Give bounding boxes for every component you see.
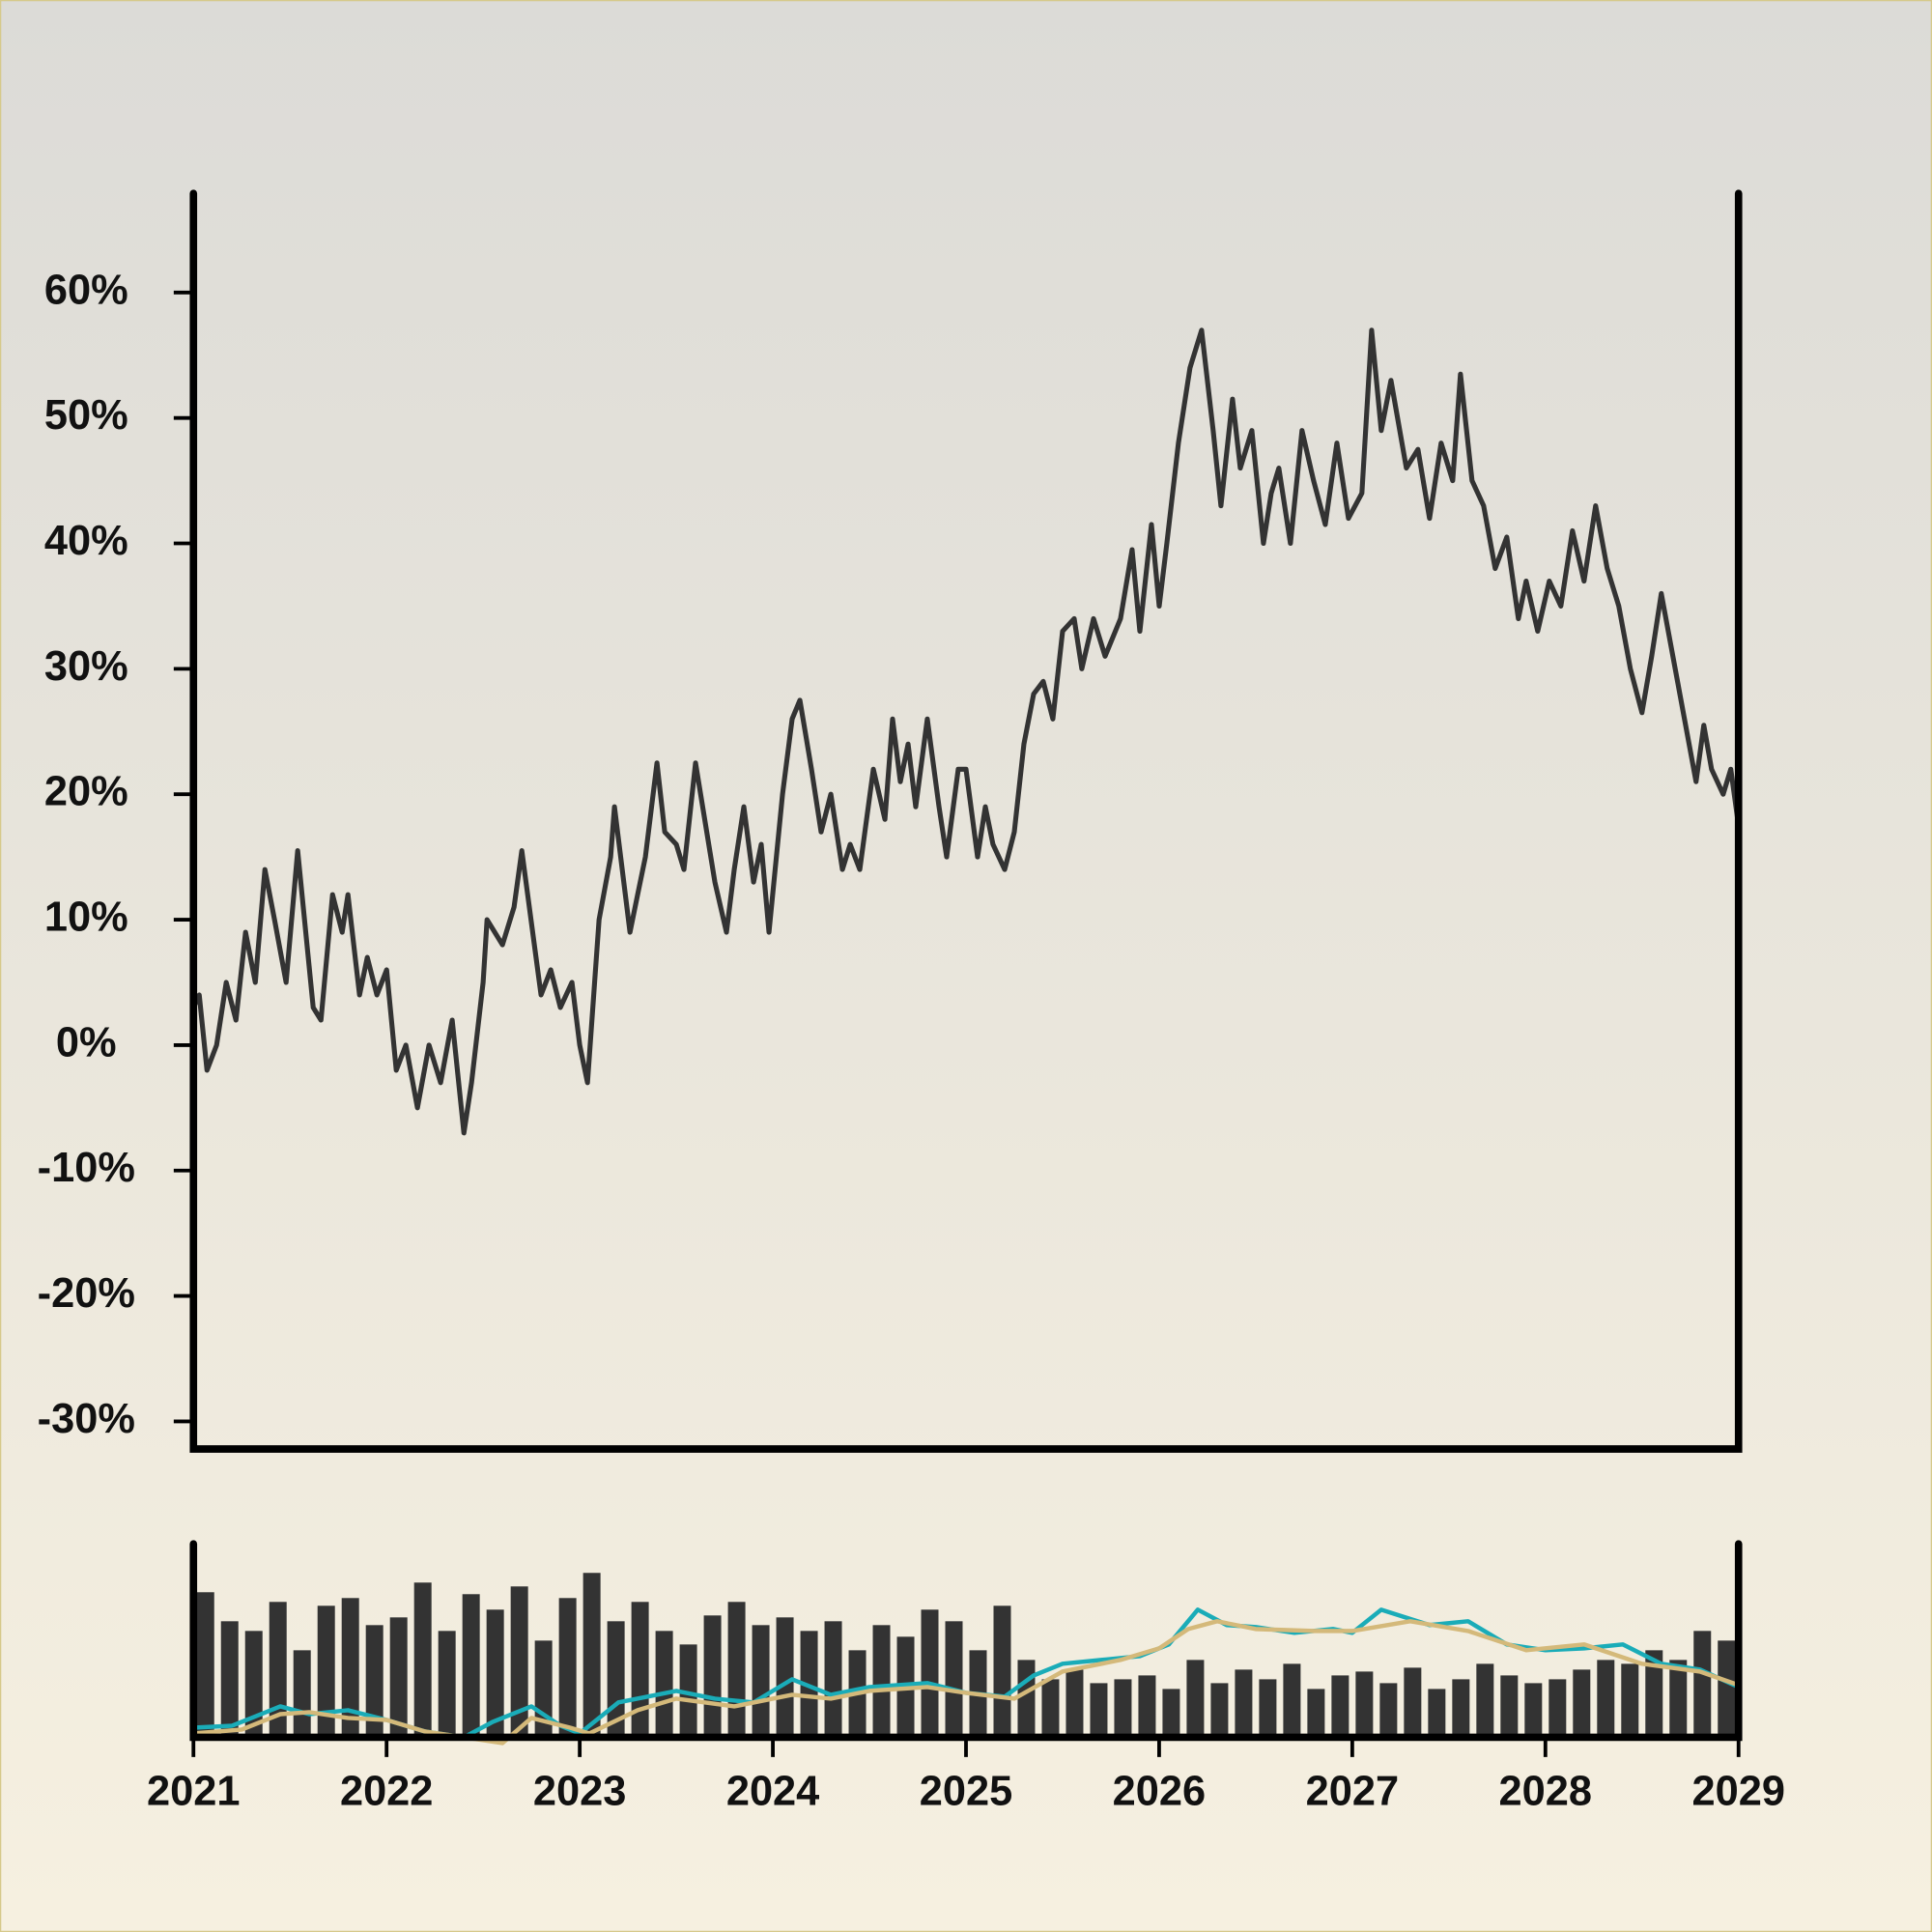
volume-bar (1138, 1675, 1156, 1738)
volume-bar (631, 1602, 649, 1738)
x-tick-label: 2024 (726, 1769, 819, 1815)
frames (189, 189, 1743, 1742)
price-line (190, 327, 1742, 1136)
volume-bar (1331, 1675, 1350, 1738)
x-tick-label: 2025 (920, 1769, 1012, 1815)
volume-bar (703, 1615, 722, 1738)
volume-bar (1404, 1667, 1422, 1738)
y-tick-label: -10% (38, 1145, 135, 1191)
volume-bar (1669, 1660, 1688, 1738)
volume-bar (438, 1631, 456, 1738)
volume-bar (220, 1621, 239, 1738)
volume-bar (872, 1625, 891, 1738)
volume-bar (1428, 1689, 1446, 1738)
volume-bar (945, 1621, 963, 1738)
volume-bar (244, 1631, 263, 1738)
volume-bar (1476, 1663, 1494, 1738)
volume-bar (776, 1617, 794, 1738)
volume-bar (462, 1594, 480, 1738)
volume-bar (824, 1621, 842, 1738)
volume-bar (293, 1650, 311, 1738)
main-frame (189, 189, 1743, 1453)
y-tick-label: 10% (44, 895, 128, 941)
y-tick-label: 60% (44, 267, 128, 313)
x-tick-label: 2029 (1692, 1769, 1785, 1815)
volume-bar (1090, 1683, 1108, 1738)
volume-bar (1186, 1660, 1205, 1738)
volume-bar (1283, 1663, 1301, 1738)
volume-bar (1645, 1650, 1663, 1738)
volume-bar (1500, 1675, 1519, 1738)
volume-bar (510, 1586, 528, 1738)
volume-bar (1621, 1663, 1639, 1738)
volume-bar (1548, 1679, 1567, 1738)
volume-bar (582, 1573, 601, 1738)
volume-bar (558, 1598, 577, 1738)
x-tick-label: 2021 (147, 1769, 240, 1815)
x-tick-label: 2027 (1306, 1769, 1399, 1815)
x-tick-label: 2026 (1113, 1769, 1206, 1815)
moving-average-line (193, 1619, 1740, 1746)
volume-bar (1017, 1660, 1036, 1738)
volume-bar (1210, 1683, 1229, 1738)
volume-bar (389, 1617, 408, 1738)
volume-bar (1114, 1679, 1132, 1738)
y-tick-label: 20% (44, 769, 128, 815)
volume-bar (365, 1625, 384, 1738)
volume-bar (1693, 1631, 1712, 1738)
volume-bar (1524, 1683, 1543, 1738)
volume-bar (921, 1609, 939, 1738)
volume-bar (993, 1605, 1011, 1738)
y-tick-label: -20% (38, 1270, 135, 1317)
volume-bar (1259, 1679, 1277, 1738)
volume-bar (1041, 1679, 1060, 1738)
volume-bar (1162, 1689, 1180, 1738)
x-tick-label: 2022 (340, 1769, 433, 1815)
volume-bar (1718, 1640, 1736, 1738)
y-tick-label: 30% (44, 643, 128, 690)
y-tick-label: 0% (56, 1019, 117, 1065)
volume-bar (196, 1592, 214, 1738)
y-tick-label: -30% (38, 1396, 135, 1442)
volume-bar (1597, 1660, 1615, 1738)
y-tick-label: 40% (44, 518, 128, 564)
volume-bar (752, 1625, 770, 1738)
volume-bar (1307, 1689, 1325, 1738)
y-tick-label: 50% (44, 392, 128, 439)
volume-bar (317, 1605, 335, 1738)
volume-bar (1355, 1671, 1374, 1738)
volume-bar (1065, 1669, 1084, 1738)
volume-bar (1452, 1679, 1470, 1738)
volume-bar (1379, 1683, 1398, 1738)
volume-bar (413, 1582, 432, 1738)
volume-bar (341, 1598, 359, 1738)
volume-bar (727, 1602, 746, 1738)
volume-bar (1573, 1669, 1591, 1738)
x-tick-label: 2023 (533, 1769, 626, 1815)
volume-bar (679, 1644, 697, 1738)
volume-bar (486, 1609, 504, 1738)
volume-bar (655, 1631, 673, 1738)
x-tick-label: 2028 (1499, 1769, 1592, 1815)
volume-bar (269, 1602, 287, 1738)
volume-frame (189, 1540, 1743, 1742)
volume-bar (1235, 1669, 1253, 1738)
